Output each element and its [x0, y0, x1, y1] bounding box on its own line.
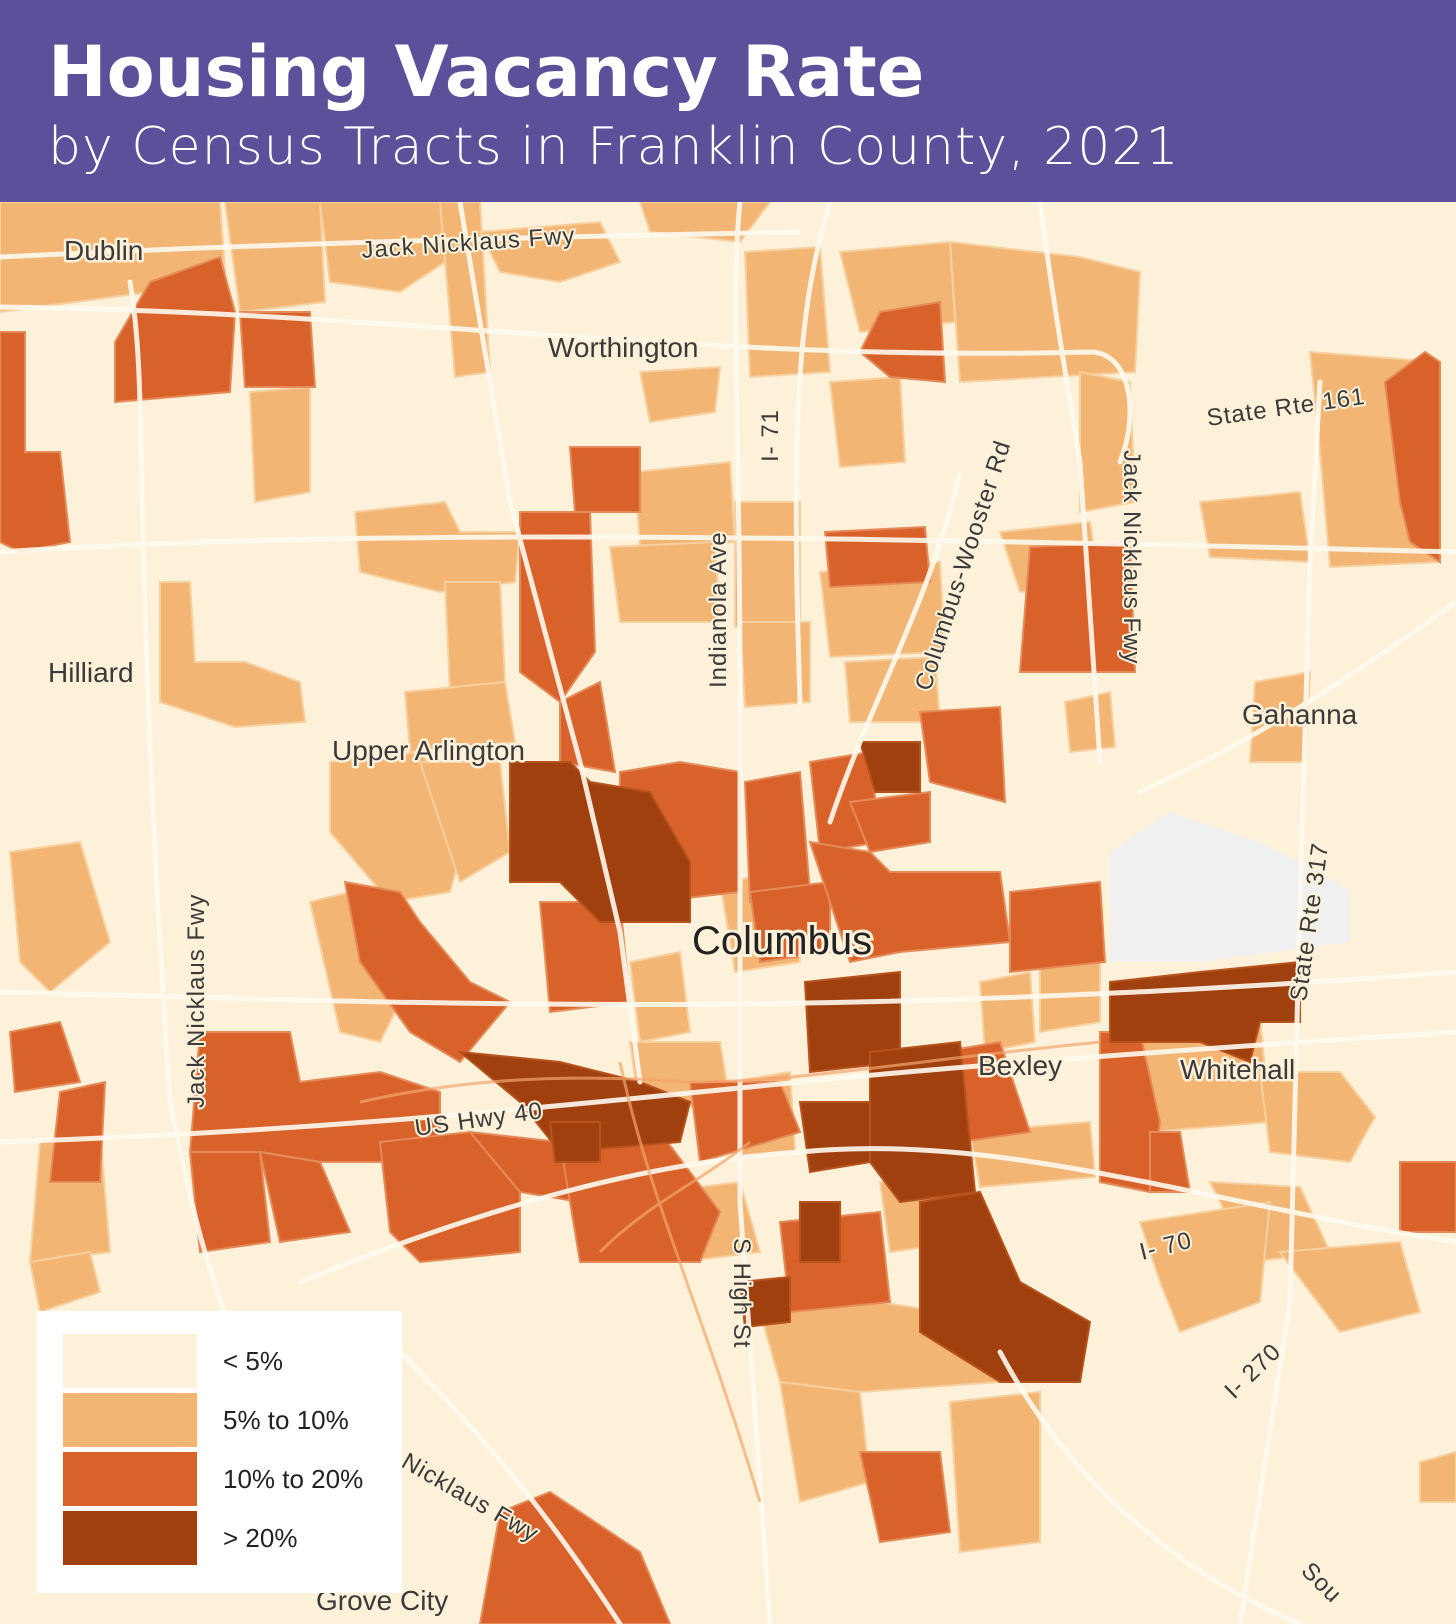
roads — [0, 202, 1456, 1624]
road-label-i71: I- 71 — [757, 409, 784, 462]
legend-swatch — [63, 1511, 197, 1565]
legend-item-10-20: 10% to 20% — [63, 1452, 393, 1506]
road-label-jnf-east: Jack Nicklaus Fwy — [1118, 450, 1145, 664]
place-gahanna: Gahanna — [1242, 699, 1358, 730]
map-title: Housing Vacancy Rate — [48, 31, 925, 113]
map-header: Housing Vacancy Rate by Census Tracts in… — [0, 0, 1456, 202]
road-label-indianola: Indianola Ave — [705, 531, 732, 688]
highways — [359, 1040, 1101, 1503]
legend-label: > 20% — [223, 1523, 298, 1553]
place-hilliard: Hilliard — [48, 657, 134, 688]
legend-item-5-10: 5% to 10% — [63, 1393, 393, 1447]
place-worthington: Worthington — [548, 332, 698, 363]
place-whitehall: Whitehall — [1180, 1054, 1295, 1085]
legend-swatch — [63, 1334, 197, 1388]
place-bexley: Bexley — [978, 1050, 1062, 1081]
place-dublin: Dublin — [64, 235, 143, 266]
map-legend: < 5% 5% to 10% 10% to 20% > 20% — [37, 1311, 402, 1593]
road-label-jnf-west: Jack Nicklaus Fwy — [183, 894, 210, 1108]
place-columbus: Columbus — [692, 919, 872, 963]
legend-item-over-20: > 20% — [63, 1511, 393, 1565]
map-subtitle: by Census Tracts in Franklin County, 202… — [48, 117, 1180, 177]
legend-label: 5% to 10% — [223, 1405, 349, 1435]
legend-label: < 5% — [223, 1346, 283, 1376]
legend-swatch — [63, 1452, 197, 1506]
place-upper-arlington: Upper Arlington — [332, 735, 525, 766]
legend-label: 10% to 20% — [223, 1464, 364, 1494]
road-label-s-high: S High St — [728, 1238, 755, 1348]
tracts-10-20 — [0, 255, 1456, 1624]
legend-item-under-5: < 5% — [63, 1334, 393, 1388]
no-data-area — [1110, 812, 1350, 962]
choropleth-map: Dublin Worthington Hilliard Upper Arling… — [0, 202, 1456, 1624]
map-canvas: Dublin Worthington Hilliard Upper Arling… — [0, 202, 1456, 1624]
legend-swatch — [63, 1393, 197, 1447]
